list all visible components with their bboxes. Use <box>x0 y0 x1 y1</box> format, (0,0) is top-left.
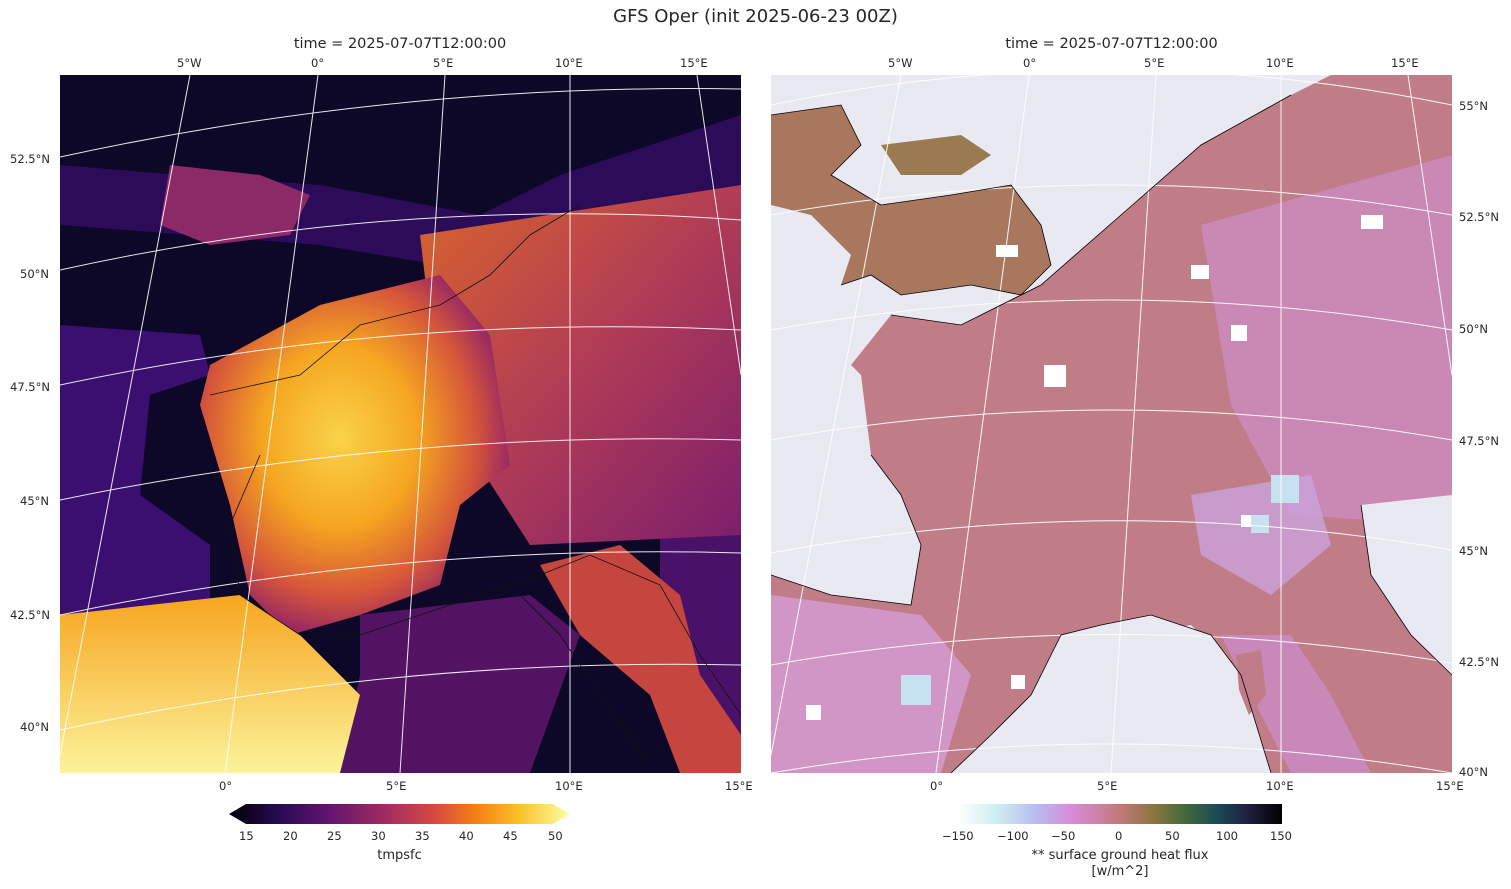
left-top-lon-label: 0° <box>311 56 325 70</box>
left-top-lon-label: 10°E <box>555 56 583 70</box>
left-top-lon-label: 5°E <box>433 56 454 70</box>
right-colorbar-tick: −100 <box>997 829 1029 843</box>
right-lat-label: 55°N <box>1459 99 1488 113</box>
right-lat-label: 50°N <box>1459 322 1488 336</box>
right-colorbar-label: ** surface ground heat flux <box>1031 848 1209 863</box>
left-colorbar-tick: 15 <box>239 829 254 843</box>
right-colorbar-tick: 100 <box>1216 829 1238 843</box>
left-colorbar <box>229 804 570 824</box>
right-top-lon-label: 10°E <box>1266 56 1294 70</box>
right-colorbar <box>958 804 1282 824</box>
left-colorbar-tick: 30 <box>371 829 386 843</box>
left-colorbar-tick: 45 <box>503 829 518 843</box>
left-bottom-lon-label: 10°E <box>555 779 583 793</box>
left-panel-title: time = 2025-07-07T12:00:00 <box>293 36 507 52</box>
right-colorbar-tick: 150 <box>1270 829 1292 843</box>
left-top-lon-label: 5°W <box>177 56 202 70</box>
right-lat-label: 45°N <box>1459 544 1488 558</box>
left-lat-label: 45°N <box>20 494 49 508</box>
right-bottom-lon-label: 0° <box>930 779 944 793</box>
right-top-lon-label: 15°E <box>1391 56 1419 70</box>
left-lat-label: 50°N <box>20 267 49 281</box>
left-colorbar-tick: 35 <box>415 829 430 843</box>
right-bottom-lon-label: 15°E <box>1436 779 1464 793</box>
right-colorbar-tick: −50 <box>1051 829 1076 843</box>
left-map-surface-temperature <box>60 75 741 773</box>
left-colorbar-tick: 20 <box>283 829 298 843</box>
right-top-lon-label: 0° <box>1023 56 1037 70</box>
right-bottom-lon-label: 10°E <box>1266 779 1294 793</box>
left-top-lon-label: 15°E <box>680 56 708 70</box>
left-colorbar-tick: 25 <box>327 829 342 843</box>
right-colorbar-tick: 0 <box>1115 829 1123 843</box>
right-top-lon-label: 5°W <box>888 56 913 70</box>
right-lat-label: 40°N <box>1459 765 1488 779</box>
left-bottom-lon-label: 0° <box>219 779 233 793</box>
right-colorbar-units: [w/m^2] <box>1091 864 1149 879</box>
right-lat-label: 47.5°N <box>1459 434 1499 448</box>
right-lat-label: 42.5°N <box>1459 655 1499 669</box>
left-lat-label: 47.5°N <box>10 380 50 394</box>
right-colorbar-tick: 50 <box>1165 829 1180 843</box>
right-bottom-lon-label: 5°E <box>1097 779 1118 793</box>
left-bottom-lon-label: 5°E <box>386 779 407 793</box>
left-colorbar-tick: 40 <box>459 829 474 843</box>
right-top-lon-label: 5°E <box>1144 56 1165 70</box>
left-lat-label: 52.5°N <box>10 152 50 166</box>
right-panel-title: time = 2025-07-07T12:00:00 <box>1005 36 1218 52</box>
right-lat-label: 52.5°N <box>1459 210 1499 224</box>
right-colorbar-tick: −150 <box>942 829 974 843</box>
left-colorbar-label: tmpsfc <box>377 848 422 863</box>
left-colorbar-tick: 50 <box>548 829 563 843</box>
left-lat-label: 40°N <box>20 720 49 734</box>
figure-title: GFS Oper (init 2025-06-23 00Z) <box>613 6 898 27</box>
right-map-ground-heat-flux <box>771 75 1452 773</box>
left-lat-label: 42.5°N <box>10 608 50 622</box>
left-bottom-lon-label: 15°E <box>725 779 753 793</box>
